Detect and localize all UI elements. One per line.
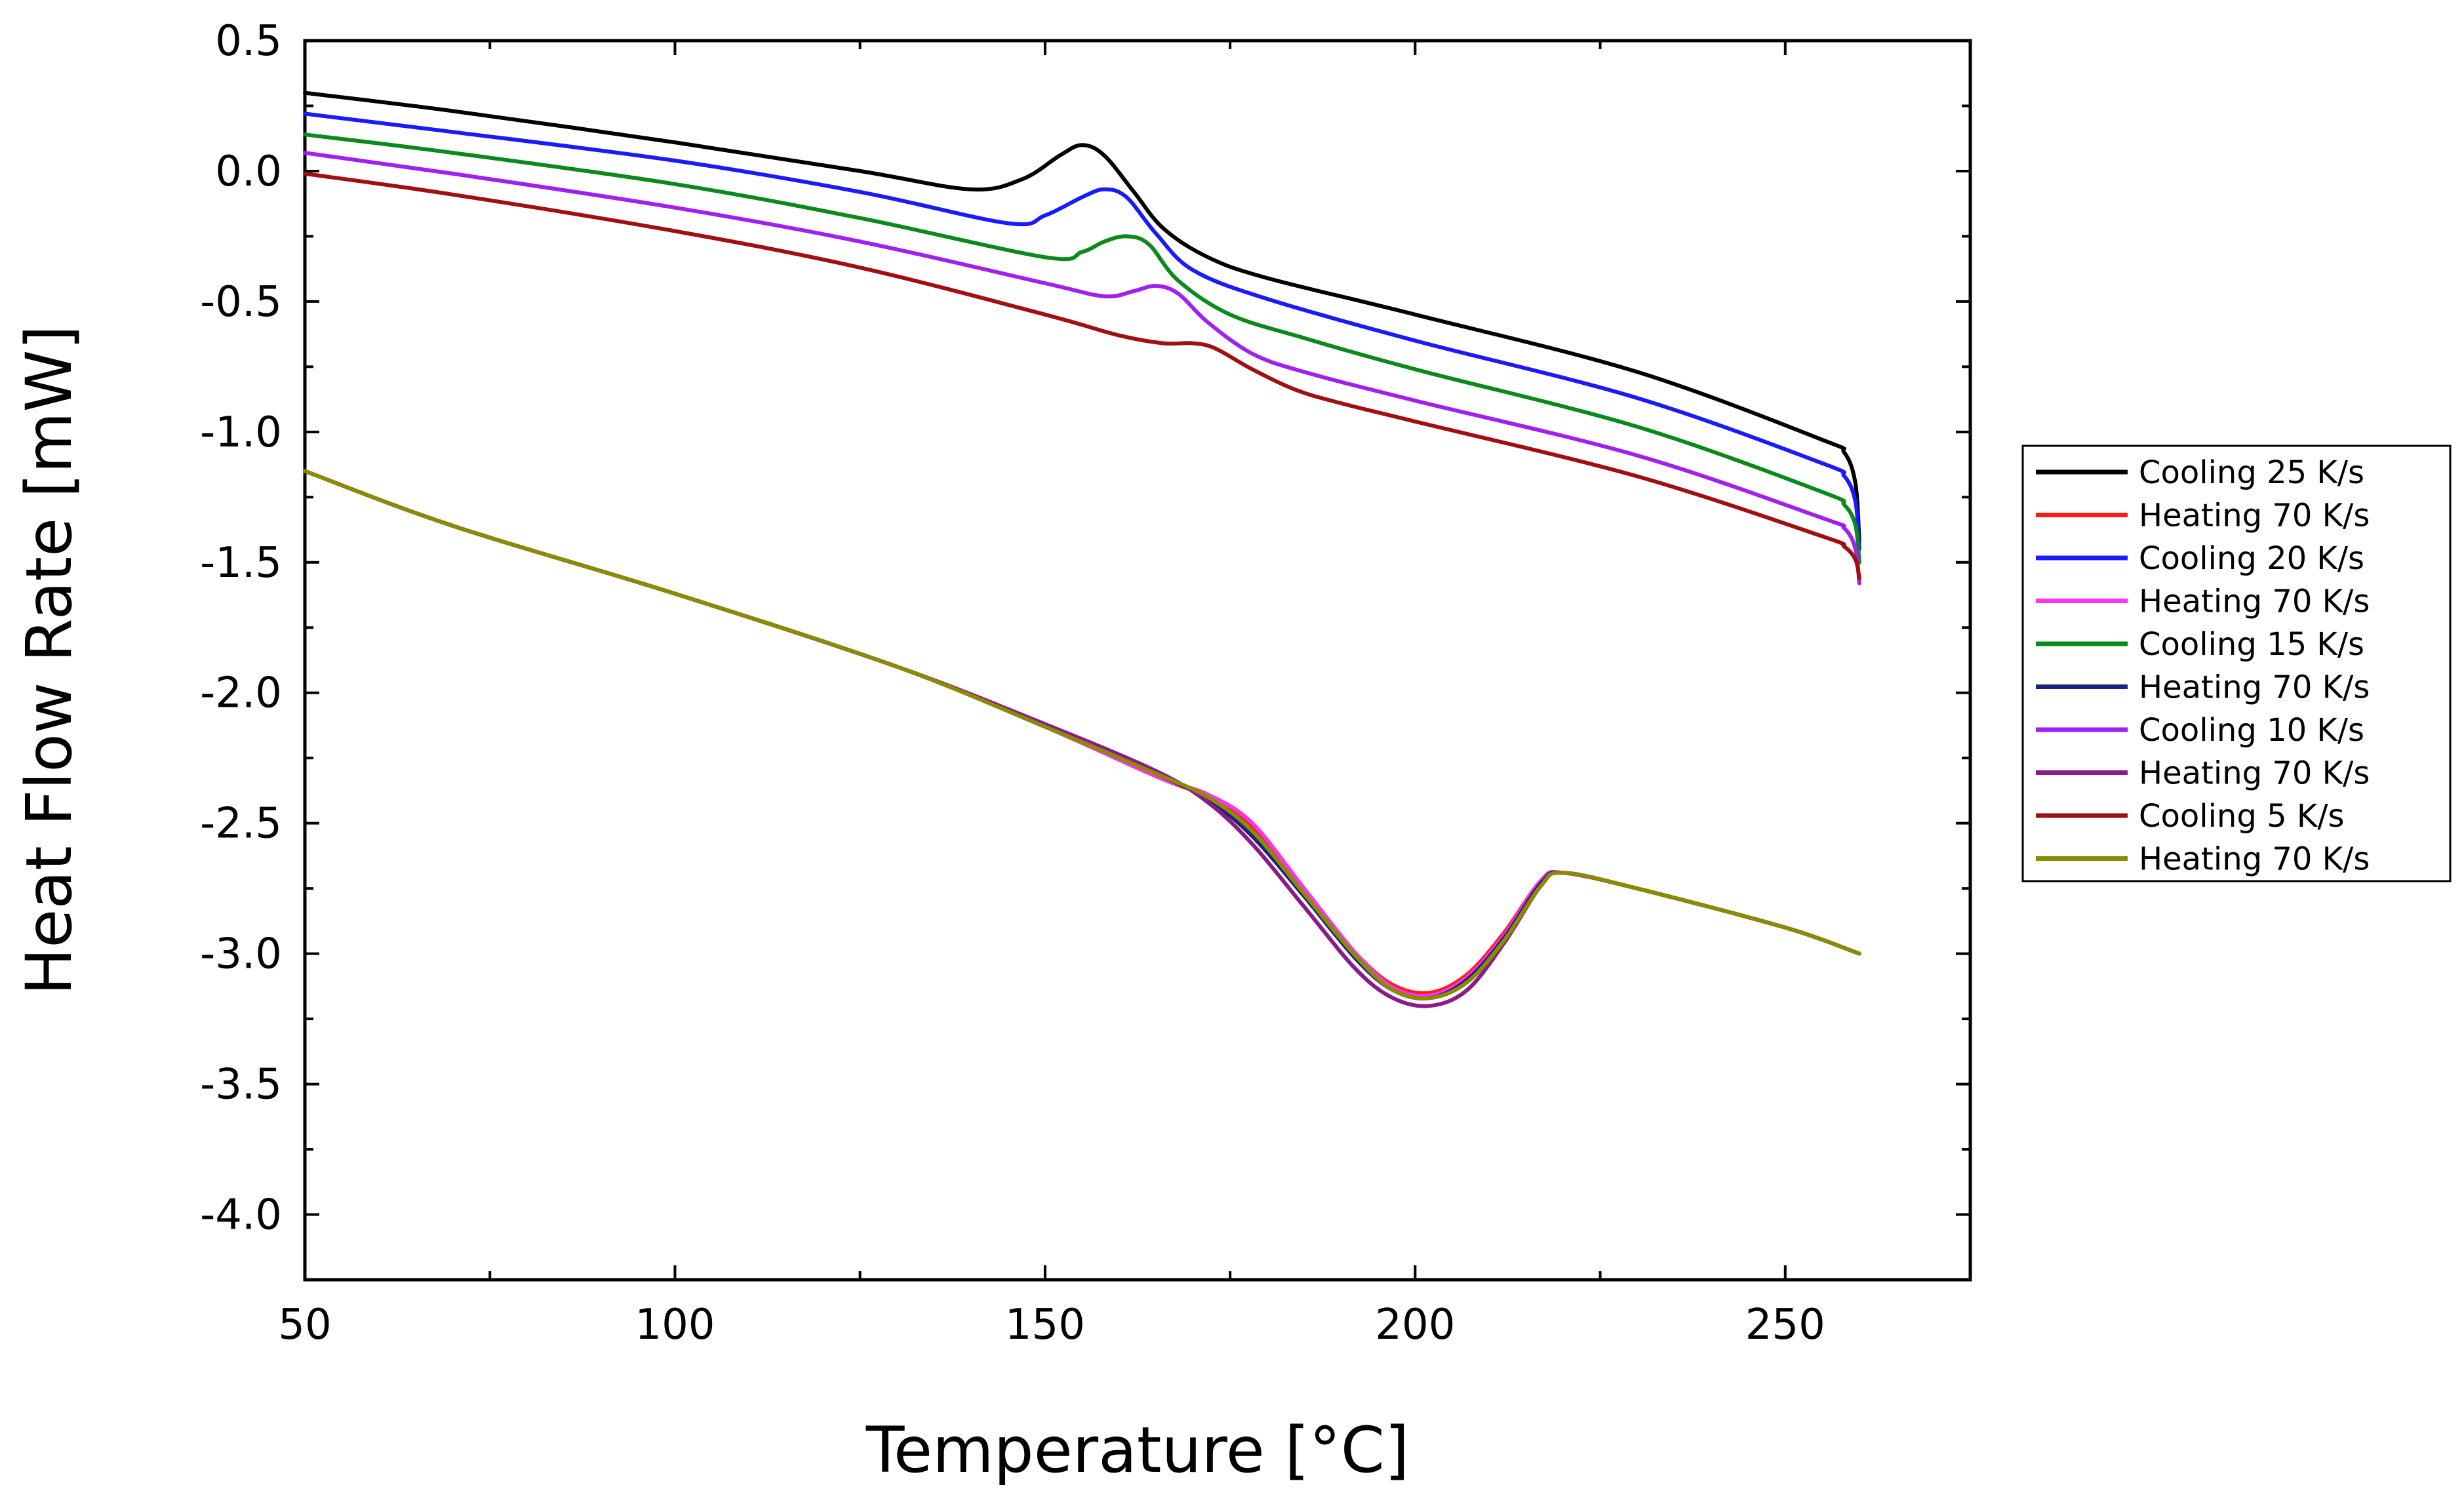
legend-label: Cooling 10 K/s [2139,712,2364,749]
y-tick-label: 0.0 [215,148,282,196]
y-tick-label: -3.5 [200,1061,282,1109]
legend-label: Heating 70 K/s [2139,583,2370,620]
legend-box [2021,445,2452,882]
x-tick-label: 100 [635,1301,715,1349]
legend-label: Cooling 25 K/s [2139,454,2364,491]
series-line-10 [303,469,1861,1000]
legend-label: Heating 70 K/s [2139,669,2370,706]
y-tick-label: -1.5 [200,539,282,587]
y-tick-label: -4.0 [200,1191,282,1240]
legend-label: Heating 70 K/s [2139,498,2370,534]
legend-items: Cooling 25 K/s Heating 70 K/s Cooling 20 K… [2036,454,2370,878]
axis-ticks [304,39,1972,1281]
x-tick-label: 200 [1375,1301,1455,1349]
axis-tick-labels: 50 100 150 200 250 0.5 0.0 -0.5 -1.0 -1.5 -2.0 -2.5… [200,17,1825,1349]
series-line-5 [303,132,1861,564]
x-tick-label: 250 [1745,1301,1825,1349]
data-series [303,90,1861,1008]
x-axis-title: Temperature [°C] [865,1413,1410,1487]
legend-label: Cooling 5 K/s [2139,798,2345,835]
legend-label: Heating 70 K/s [2139,841,2370,878]
x-tick-label: 50 [278,1301,331,1349]
series-line-9 [303,171,1861,580]
series-line-1 [303,90,1861,543]
plot-frame [303,39,1972,1282]
legend-label: Heating 70 K/s [2139,755,2370,792]
y-tick-label: -3.0 [200,930,282,979]
series-line-6 [303,469,1861,1000]
series-line-2 [303,469,1861,995]
y-tick-label: 0.5 [215,17,282,66]
x-tick-label: 150 [1005,1301,1085,1349]
series-line-4 [303,469,1861,998]
series-line-7 [303,151,1861,585]
y-tick-label: -2.0 [200,669,282,718]
legend-label: Cooling 20 K/s [2139,540,2364,577]
y-tick-label: -0.5 [200,278,282,326]
legend: Cooling 25 K/s Heating 70 K/s Cooling 20 K… [2021,445,2452,882]
legend-label: Cooling 15 K/s [2139,626,2364,663]
y-axis-title: Heat Flow Rate [mW] [12,325,86,995]
y-tick-label: -1.0 [200,408,282,457]
y-tick-label: -2.5 [200,800,282,848]
series-line-3 [303,111,1861,551]
